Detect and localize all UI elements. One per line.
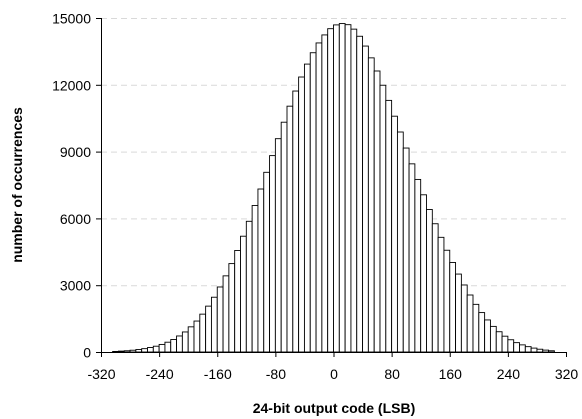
histogram-bar [309,52,317,353]
histogram-bar [408,163,416,353]
x-tick-label: -320 [87,366,115,382]
histogram-bar [193,320,201,353]
y-tick-label: 15000 [52,11,91,27]
histogram-bar [123,350,131,353]
histogram-bar [472,303,480,353]
histogram-bar [269,155,276,353]
histogram-bar [292,90,300,353]
histogram-bar [141,348,148,353]
histogram-bar [257,188,265,353]
histogram-bar [513,342,520,353]
histogram-bar [391,115,398,353]
histogram-bar [129,349,137,353]
histogram-bar [489,325,497,353]
histogram-bar [350,28,358,353]
histogram-bar [437,236,445,353]
histogram-bar [519,344,526,353]
y-axis-title: number of occurrences [9,107,25,263]
histogram-bar [147,347,154,353]
histogram-bar [117,350,125,353]
histogram-bar [344,24,352,353]
y-tick-label: 9000 [60,144,91,160]
histogram-bars [112,23,555,353]
histogram-bar [228,263,236,353]
histogram-bar [222,275,230,353]
histogram-bar [286,105,294,353]
histogram-bar [280,121,288,353]
histogram-bar [420,194,427,353]
x-tick-label: -80 [266,366,286,382]
histogram-bar [356,35,364,353]
histogram-bar [478,312,486,353]
histogram-bar [443,249,451,353]
histogram-bar [536,348,544,353]
histogram-bar [431,223,439,353]
x-tick-label: -240 [146,366,174,382]
histogram-bar [112,350,119,353]
y-tick-label: 3000 [60,278,91,294]
histogram-bar [362,45,369,353]
x-tick-label: 320 [555,366,579,382]
histogram-bar [455,273,462,353]
histogram-bar [466,294,474,353]
x-axis-title: 24-bit output code (LSB) [253,400,416,416]
histogram-bar [385,99,393,353]
histogram-bar [263,171,271,353]
histogram-bar [484,319,491,353]
histogram-bar [152,345,160,353]
histogram-bar [548,350,555,353]
histogram-bar [158,343,166,353]
histogram-bar [187,326,195,353]
histogram-bar [245,220,253,353]
histogram-bar [426,209,433,353]
histogram-bar [530,347,538,353]
tick-labels: 0 3000 6000 9000 12000 15000 -320 -240 -160 -80 0 8… [52,11,578,383]
histogram-bar [164,341,172,353]
histogram-bar [315,42,323,353]
axes [96,18,567,357]
histogram-bar [333,24,340,353]
histogram-bar [402,147,410,353]
histogram-bar [234,250,241,353]
histogram-bar [298,76,305,353]
histogram-bar [373,70,381,353]
histogram-bar [135,349,143,353]
histogram-bar [181,331,189,353]
histogram-bar [216,286,224,353]
histogram-bar [367,57,375,353]
histogram-bar [460,284,468,353]
histogram-bar [199,313,207,353]
histogram-bar [210,296,218,353]
histogram-bar [170,339,178,353]
histogram-bar [414,178,422,353]
x-tick-label: -160 [204,366,232,382]
histogram-bar [251,205,259,353]
histogram-bar [524,346,532,353]
histogram-bar [321,34,329,353]
histogram-bar [338,23,346,353]
histogram-bar [327,28,334,353]
x-tick-label: 0 [330,366,338,382]
histogram-bar [507,339,515,353]
histogram-bar [501,335,509,353]
histogram-bar [396,131,404,353]
histogram-bar [274,138,282,353]
y-tick-label: 6000 [60,211,91,227]
histogram-bar [495,331,503,353]
histogram-bar [542,349,550,353]
histogram-bar [303,63,311,353]
histogram-bar [379,84,387,353]
histogram-bar [449,262,457,353]
x-tick-label: 160 [439,366,463,382]
histogram-bar [205,305,212,353]
x-tick-label: 80 [384,366,400,382]
x-tick-label: 240 [497,366,521,382]
histogram-bar [176,335,183,353]
histogram-bar [240,235,247,353]
y-tick-label: 0 [83,345,91,361]
y-tick-label: 12000 [52,77,91,93]
